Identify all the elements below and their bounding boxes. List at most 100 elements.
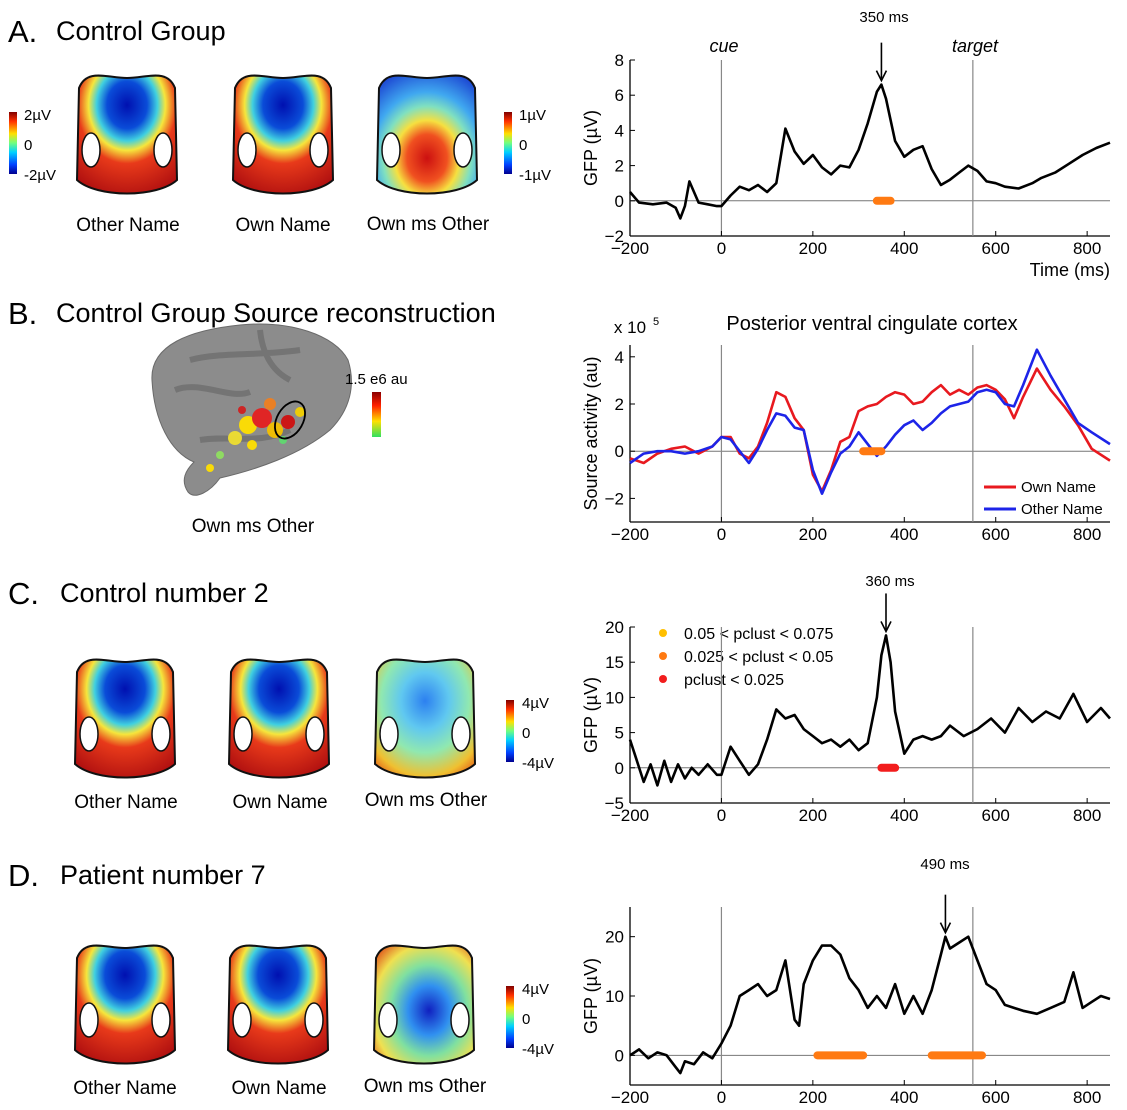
y-tick-label: 0 (615, 759, 624, 778)
map-label-c-own: Own Name (232, 792, 327, 813)
x-axis-label: Time (ms) (1030, 260, 1110, 280)
x-tick-label: 200 (799, 239, 827, 258)
colorbar-c-min: -4µV (522, 755, 554, 772)
panel-b-letter: B. (8, 296, 37, 331)
y-tick-label: −5 (605, 794, 624, 813)
x-tick-label: 400 (890, 525, 918, 544)
x-tick-label: −200 (611, 1088, 649, 1107)
legend-label: Own Name (1021, 479, 1096, 496)
panel-b-title: Control Group Source reconstruction (56, 298, 496, 328)
peak-annotation-c: 360 ms (865, 573, 914, 590)
topomap-d-own (227, 944, 329, 1065)
colorbar-a-right (504, 112, 512, 174)
x-tick-label: 600 (982, 239, 1010, 258)
panel-c-letter: C. (8, 576, 39, 611)
target-label: target (952, 36, 999, 56)
panel-a-title: Control Group (56, 16, 226, 46)
series-line-0 (628, 634, 1111, 787)
x-tick-label: 800 (1073, 239, 1101, 258)
topomap-c-own (228, 658, 330, 779)
y-tick-label: 5 (615, 724, 624, 743)
colorbar-a-right-min: -1µV (519, 167, 551, 184)
x-tick-label: 400 (890, 1088, 918, 1107)
y-scale-exponent: 5 (653, 316, 659, 328)
brain-source-image: Own ms Other 1.5 e6 au (151, 323, 408, 537)
x-tick-label: −200 (611, 239, 649, 258)
x-tick-label: 400 (890, 239, 918, 258)
roi-ellipse (274, 400, 306, 440)
y-tick-label: 15 (605, 653, 624, 672)
y-tick-label: 0 (615, 442, 624, 461)
peak-annotation-a: 350 ms (859, 9, 908, 26)
topomap-a-diff (376, 74, 478, 195)
arrow-head (875, 70, 888, 83)
panel-a-topomaps: Other Name Own Name Own ms Other 2µV 0 -… (9, 74, 551, 236)
peak-arrow-d (939, 894, 952, 935)
map-label-d-other: Other Name (73, 1078, 176, 1099)
x-tick-label: 600 (982, 806, 1010, 825)
x-tick-label: 0 (717, 525, 726, 544)
chart-c: −200 0 200 400 600 800 −5 0 5 10 15 20 GFP (µV) (581, 618, 1111, 825)
y-tick-label: 0 (615, 1046, 624, 1065)
topomap-a-other (76, 74, 178, 195)
arrow-head (939, 922, 952, 935)
y-tick-label: 2 (615, 395, 624, 414)
y-tick-label: 0 (615, 192, 624, 211)
y-axis-label: Source activity (au) (581, 356, 601, 510)
brain-colorbar-label: 1.5 e6 au (345, 371, 408, 388)
x-tick-label: 0 (717, 1088, 726, 1107)
brain-colorbar (372, 392, 381, 437)
x-tick-label: 800 (1073, 806, 1101, 825)
y-axis-label: GFP (µV) (581, 958, 601, 1034)
chart-b: −200 0 200 400 600 800 −2 0 2 4 Source activity (a… (581, 316, 1111, 544)
topomap-d-diff (373, 944, 475, 1065)
x-tick-label: 200 (799, 525, 827, 544)
peak-annotation-d: 490 ms (920, 856, 969, 873)
panel-a-letter: A. (8, 14, 37, 49)
panel-c-topomaps: Other Name Own Name Own ms Other 4µV 0 -… (74, 658, 554, 813)
series-line-0 (629, 83, 1111, 220)
topomap-c-diff (374, 658, 476, 779)
map-label-c-other: Other Name (74, 792, 177, 813)
peak-arrow-a (875, 42, 888, 83)
series-line-0 (629, 935, 1111, 1075)
series-line-own-name (629, 367, 1111, 493)
topomap-c-other (74, 658, 176, 779)
y-scale-label: x 10 (614, 318, 646, 337)
x-tick-label: 600 (982, 525, 1010, 544)
colorbar-a-right-max: 1µV (519, 107, 546, 124)
y-tick-label: 4 (615, 121, 624, 140)
x-tick-label: 0 (717, 806, 726, 825)
x-tick-label: 200 (799, 1088, 827, 1107)
topomap-a-own (232, 74, 334, 195)
colorbar-a-left (9, 112, 17, 174)
x-tick-label: −200 (611, 806, 649, 825)
legend-label-0: 0.05 < pclust < 0.075 (684, 626, 834, 643)
panel-c-title: Control number 2 (60, 578, 269, 608)
x-tick-label: 600 (982, 1088, 1010, 1107)
colorbar-a-left-max: 2µV (24, 107, 51, 124)
x-tick-label: 800 (1073, 525, 1101, 544)
legend-marker-yellow (659, 629, 667, 637)
plot-b-title: Posterior ventral cingulate cortex (726, 313, 1017, 335)
legend-marker-red (659, 675, 667, 683)
y-tick-label: 2 (615, 157, 624, 176)
map-label-d-diff: Own ms Other (364, 1076, 487, 1097)
y-tick-label: 8 (615, 51, 624, 70)
y-tick-label: 20 (605, 618, 624, 637)
cue-label: cue (709, 36, 738, 56)
legend-label: Other Name (1021, 501, 1103, 518)
y-axis-label: GFP (µV) (581, 677, 601, 753)
y-axis-label: GFP (µV) (581, 110, 601, 186)
x-tick-label: 400 (890, 806, 918, 825)
colorbar-d-mid: 0 (522, 1011, 530, 1028)
x-tick-label: 800 (1073, 1088, 1101, 1107)
topomap-d-other (74, 944, 176, 1065)
legend-b: Own Name Other Name (984, 479, 1103, 518)
x-tick-label: 0 (717, 239, 726, 258)
x-tick-label: −200 (611, 525, 649, 544)
chart-a: −200 0 200 400 600 800 −2 0 2 4 6 8 GFP (µV) Time (ms… (581, 51, 1111, 280)
y-tick-label: −2 (605, 227, 624, 246)
map-label-a-other: Other Name (76, 215, 179, 236)
